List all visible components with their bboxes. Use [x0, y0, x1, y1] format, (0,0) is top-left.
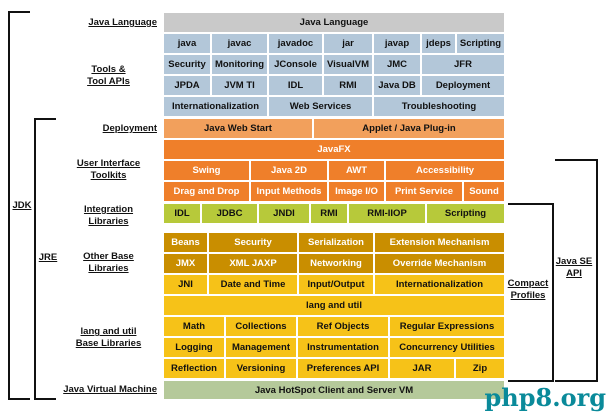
- label-jdk: JDK: [12, 200, 32, 211]
- cell-tool-security: Security: [163, 54, 211, 75]
- cell-tool-idl: IDL: [268, 75, 323, 96]
- cell-accessibility: Accessibility: [385, 160, 505, 181]
- cell-print-service: Print Service: [385, 181, 463, 202]
- label-deployment: Deployment: [102, 123, 157, 134]
- cell-input-methods: Input Methods: [250, 181, 328, 202]
- cell-applet-plugin: Applet / Java Plug-in: [313, 118, 505, 139]
- jdk-bracket-vertical: [8, 11, 10, 400]
- label-lang-util-base: lang and util Base Libraries: [75, 326, 142, 349]
- cell-tool-troubleshooting: Troubleshooting: [373, 96, 505, 117]
- cell-tool-jdeps: jdeps: [421, 33, 456, 54]
- cell-management: Management: [225, 337, 297, 358]
- watermark: php8.org: [484, 383, 607, 412]
- cell-tool-jfr: JFR: [421, 54, 505, 75]
- cell-tool-jmc: JMC: [373, 54, 421, 75]
- cell-serialization: Serialization: [298, 232, 374, 253]
- cell-jni: JNI: [163, 274, 208, 295]
- cell-collections: Collections: [225, 316, 297, 337]
- cell-tool-jvmti: JVM TI: [211, 75, 268, 96]
- cell-regular-expressions: Regular Expressions: [389, 316, 505, 337]
- cell-hotspot-vm: Java HotSpot Client and Server VM: [163, 380, 505, 400]
- cell-integ-idl: IDL: [163, 203, 201, 224]
- cell-jmx: JMX: [163, 253, 208, 274]
- cell-java-language: Java Language: [163, 12, 505, 33]
- jre-bracket-top: [34, 118, 56, 120]
- compact-bracket-bottom: [508, 380, 554, 382]
- cell-tool-deployment: Deployment: [421, 75, 505, 96]
- cell-javafx: JavaFX: [163, 139, 505, 160]
- cell-beans: Beans: [163, 232, 208, 253]
- cell-tool-javadoc: javadoc: [268, 33, 323, 54]
- cell-java2d: Java 2D: [250, 160, 328, 181]
- cell-tool-rmi: RMI: [323, 75, 373, 96]
- api-bracket-bottom: [555, 380, 598, 382]
- cell-tool-jar: jar: [323, 33, 373, 54]
- cell-tool-javap: javap: [373, 33, 421, 54]
- jdk-bracket-top: [8, 11, 30, 13]
- cell-tool-internationalization: Internationalization: [163, 96, 268, 117]
- cell-tool-jpda: JPDA: [163, 75, 211, 96]
- cell-integ-scripting: Scripting: [426, 203, 505, 224]
- cell-java-web-start: Java Web Start: [163, 118, 313, 139]
- jdk-bracket-bottom: [8, 398, 30, 400]
- cell-tool-scripting: Scripting: [456, 33, 505, 54]
- cell-zip: Zip: [455, 358, 505, 379]
- cell-swing: Swing: [163, 160, 250, 181]
- cell-tool-java: java: [163, 33, 211, 54]
- compact-bracket-top: [508, 203, 554, 205]
- cell-integ-jdbc: JDBC: [201, 203, 258, 224]
- cell-math: Math: [163, 316, 225, 337]
- cell-other-security: Security: [208, 232, 298, 253]
- cell-integ-rmi-iiop: RMI-IIOP: [348, 203, 426, 224]
- cell-integ-rmi: RMI: [310, 203, 348, 224]
- label-integration: Integration Libraries: [83, 204, 134, 227]
- jre-bracket-bottom: [34, 398, 56, 400]
- label-java-se-api: Java SE API: [555, 256, 593, 279]
- cell-tool-javac: javac: [211, 33, 268, 54]
- cell-sound: Sound: [463, 181, 505, 202]
- label-java-language: Java Language: [88, 17, 157, 28]
- cell-override-mechanism: Override Mechanism: [374, 253, 505, 274]
- api-bracket-vertical: [596, 159, 598, 382]
- cell-xml-jaxp: XML JAXP: [208, 253, 298, 274]
- cell-drag-and-drop: Drag and Drop: [163, 181, 250, 202]
- cell-tool-web-services: Web Services: [268, 96, 373, 117]
- api-bracket-top: [555, 159, 598, 161]
- label-tools-apis: Tools & Tool APIs: [87, 64, 130, 87]
- label-other-base: Other Base Libraries: [83, 251, 134, 274]
- cell-ref-objects: Ref Objects: [297, 316, 389, 337]
- label-compact-profiles: Compact Profiles: [507, 278, 549, 301]
- cell-input-output: Input/Output: [298, 274, 374, 295]
- cell-tool-jconsole: JConsole: [268, 54, 323, 75]
- cell-concurrency-utilities: Concurrency Utilities: [389, 337, 505, 358]
- cell-versioning: Versioning: [225, 358, 297, 379]
- jre-bracket-vertical: [34, 118, 36, 400]
- cell-instrumentation: Instrumentation: [297, 337, 389, 358]
- cell-jar: JAR: [389, 358, 455, 379]
- cell-image-io: Image I/O: [328, 181, 385, 202]
- cell-internationalization: Internationalization: [374, 274, 505, 295]
- cell-extension-mechanism: Extension Mechanism: [374, 232, 505, 253]
- cell-logging: Logging: [163, 337, 225, 358]
- cell-date-and-time: Date and Time: [208, 274, 298, 295]
- cell-preferences-api: Preferences API: [297, 358, 389, 379]
- cell-networking: Networking: [298, 253, 374, 274]
- label-jvm: Java Virtual Machine: [63, 384, 157, 395]
- label-jre: JRE: [38, 252, 58, 263]
- cell-integ-jndi: JNDI: [258, 203, 310, 224]
- label-ui-toolkits: User Interface Toolkits: [76, 158, 141, 181]
- cell-lang-and-util: lang and util: [163, 295, 505, 316]
- cell-tool-javadb: Java DB: [373, 75, 421, 96]
- cell-tool-monitoring: Monitoring: [211, 54, 268, 75]
- cell-reflection: Reflection: [163, 358, 225, 379]
- compact-bracket-vertical: [552, 203, 554, 380]
- cell-tool-visualvm: VisualVM: [323, 54, 373, 75]
- cell-awt: AWT: [328, 160, 385, 181]
